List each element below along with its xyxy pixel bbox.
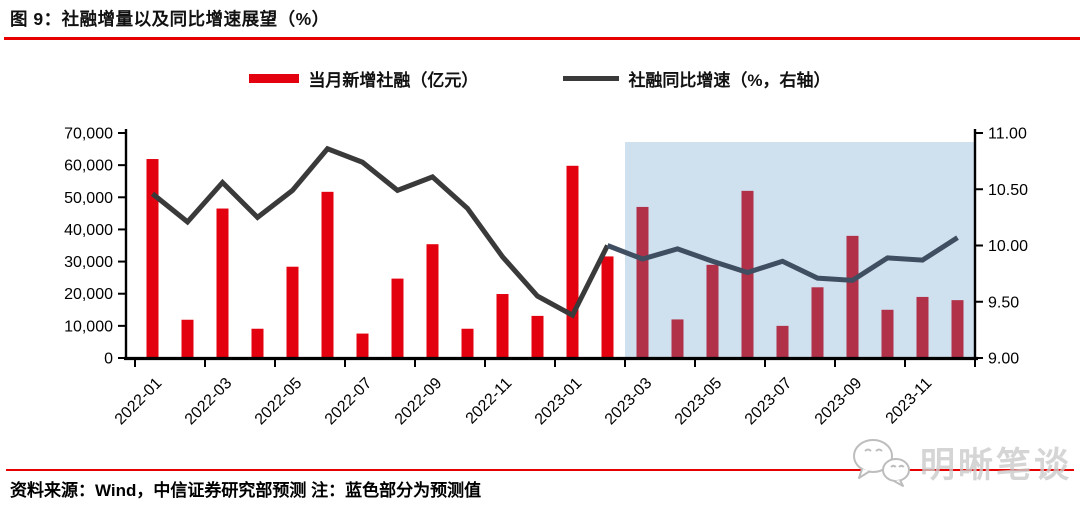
right-axis-label: 11.00 — [988, 126, 1027, 143]
x-axis-label: 2022-03 — [182, 375, 236, 429]
right-axis-label: 10.50 — [988, 182, 1028, 199]
x-axis-label: 2023-07 — [742, 375, 796, 429]
source-note: 资料来源：Wind，中信证券研究部预测 注：蓝色部分为预测值 — [10, 481, 482, 500]
bar-2022-05 — [286, 266, 299, 358]
bar-swatch-icon — [249, 74, 300, 83]
wechat-icon — [852, 439, 910, 487]
bar-2022-01 — [146, 159, 159, 358]
bar-2023-07 — [776, 325, 789, 358]
x-axis-label: 2022-09 — [392, 375, 446, 429]
x-axis-label: 2022-05 — [252, 375, 306, 429]
title-underline — [4, 37, 1080, 40]
left-axis-label: 40,000 — [64, 222, 113, 239]
left-axis-label: 20,000 — [64, 286, 113, 303]
x-axis-label: 2022-07 — [322, 375, 376, 429]
bar-2022-03 — [216, 208, 229, 358]
bar-2023-02 — [601, 256, 614, 358]
right-axis-label: 10.00 — [988, 238, 1028, 255]
right-axis-label: 9.50 — [988, 294, 1019, 311]
figure-title: 图 9：社融增量以及同比增速展望（%） — [10, 9, 330, 29]
x-axis-label: 2023-05 — [672, 375, 726, 429]
bar-2022-06 — [321, 191, 334, 358]
growth-line-actual — [150, 145, 610, 319]
growth-line-forecast — [606, 235, 959, 283]
bar-2022-09 — [426, 244, 439, 358]
watermark: 明晰笔谈 — [848, 434, 1072, 490]
bar-2023-10 — [881, 309, 894, 358]
x-axis-label: 2023-01 — [532, 375, 586, 429]
left-axis-label: 30,000 — [64, 254, 113, 271]
x-axis-label: 2023-11 — [883, 375, 936, 428]
bar-2023-01 — [566, 165, 579, 358]
bar-2023-12 — [951, 300, 964, 358]
bar-2022-07 — [356, 333, 369, 358]
x-axis-label: 2023-09 — [812, 375, 866, 429]
footer-rule — [6, 469, 1074, 472]
x-axis-label: 2022-11 — [463, 375, 516, 428]
legend-item-line: 社融同比增速（%，右轴） — [563, 66, 831, 91]
right-axis-label: 9.00 — [988, 351, 1019, 368]
legend-line-label: 社融同比增速（%，右轴） — [628, 71, 831, 90]
bar-2022-11 — [496, 294, 509, 358]
line-swatch-icon — [563, 76, 620, 81]
x-axis-label: 2022-01 — [112, 375, 166, 429]
left-axis-label: 50,000 — [64, 190, 113, 207]
bar-2023-04 — [671, 319, 684, 358]
x-axis-label: 2023-03 — [602, 375, 656, 429]
left-axis-label: 60,000 — [64, 158, 113, 175]
bar-2023-11 — [916, 296, 929, 358]
combo-chart: 0 10,000 20,000 30,000 40,000 50,000 60,000 70,… — [64, 126, 1028, 429]
bar-2023-08 — [811, 287, 824, 358]
bar-2023-05 — [706, 264, 719, 358]
bar-2023-09 — [846, 235, 859, 358]
left-axis-label: 70,000 — [64, 126, 113, 143]
bar-2022-04 — [251, 328, 264, 358]
bar-2022-12 — [531, 315, 544, 358]
left-axis-label: 10,000 — [64, 318, 113, 335]
watermark-text: 明晰笔谈 — [919, 445, 1072, 485]
bar-2022-08 — [391, 278, 404, 358]
legend-bar-label: 当月新增社融（亿元） — [308, 71, 479, 90]
bar-2022-10 — [461, 328, 474, 358]
chart-legend: 当月新增社融（亿元） 社融同比增速（%，右轴） — [0, 66, 1080, 91]
left-axis-label: 0 — [104, 351, 113, 368]
bar-2022-02 — [181, 319, 194, 358]
legend-item-bars: 当月新增社融（亿元） — [249, 66, 478, 91]
bar-2023-03 — [636, 206, 649, 358]
